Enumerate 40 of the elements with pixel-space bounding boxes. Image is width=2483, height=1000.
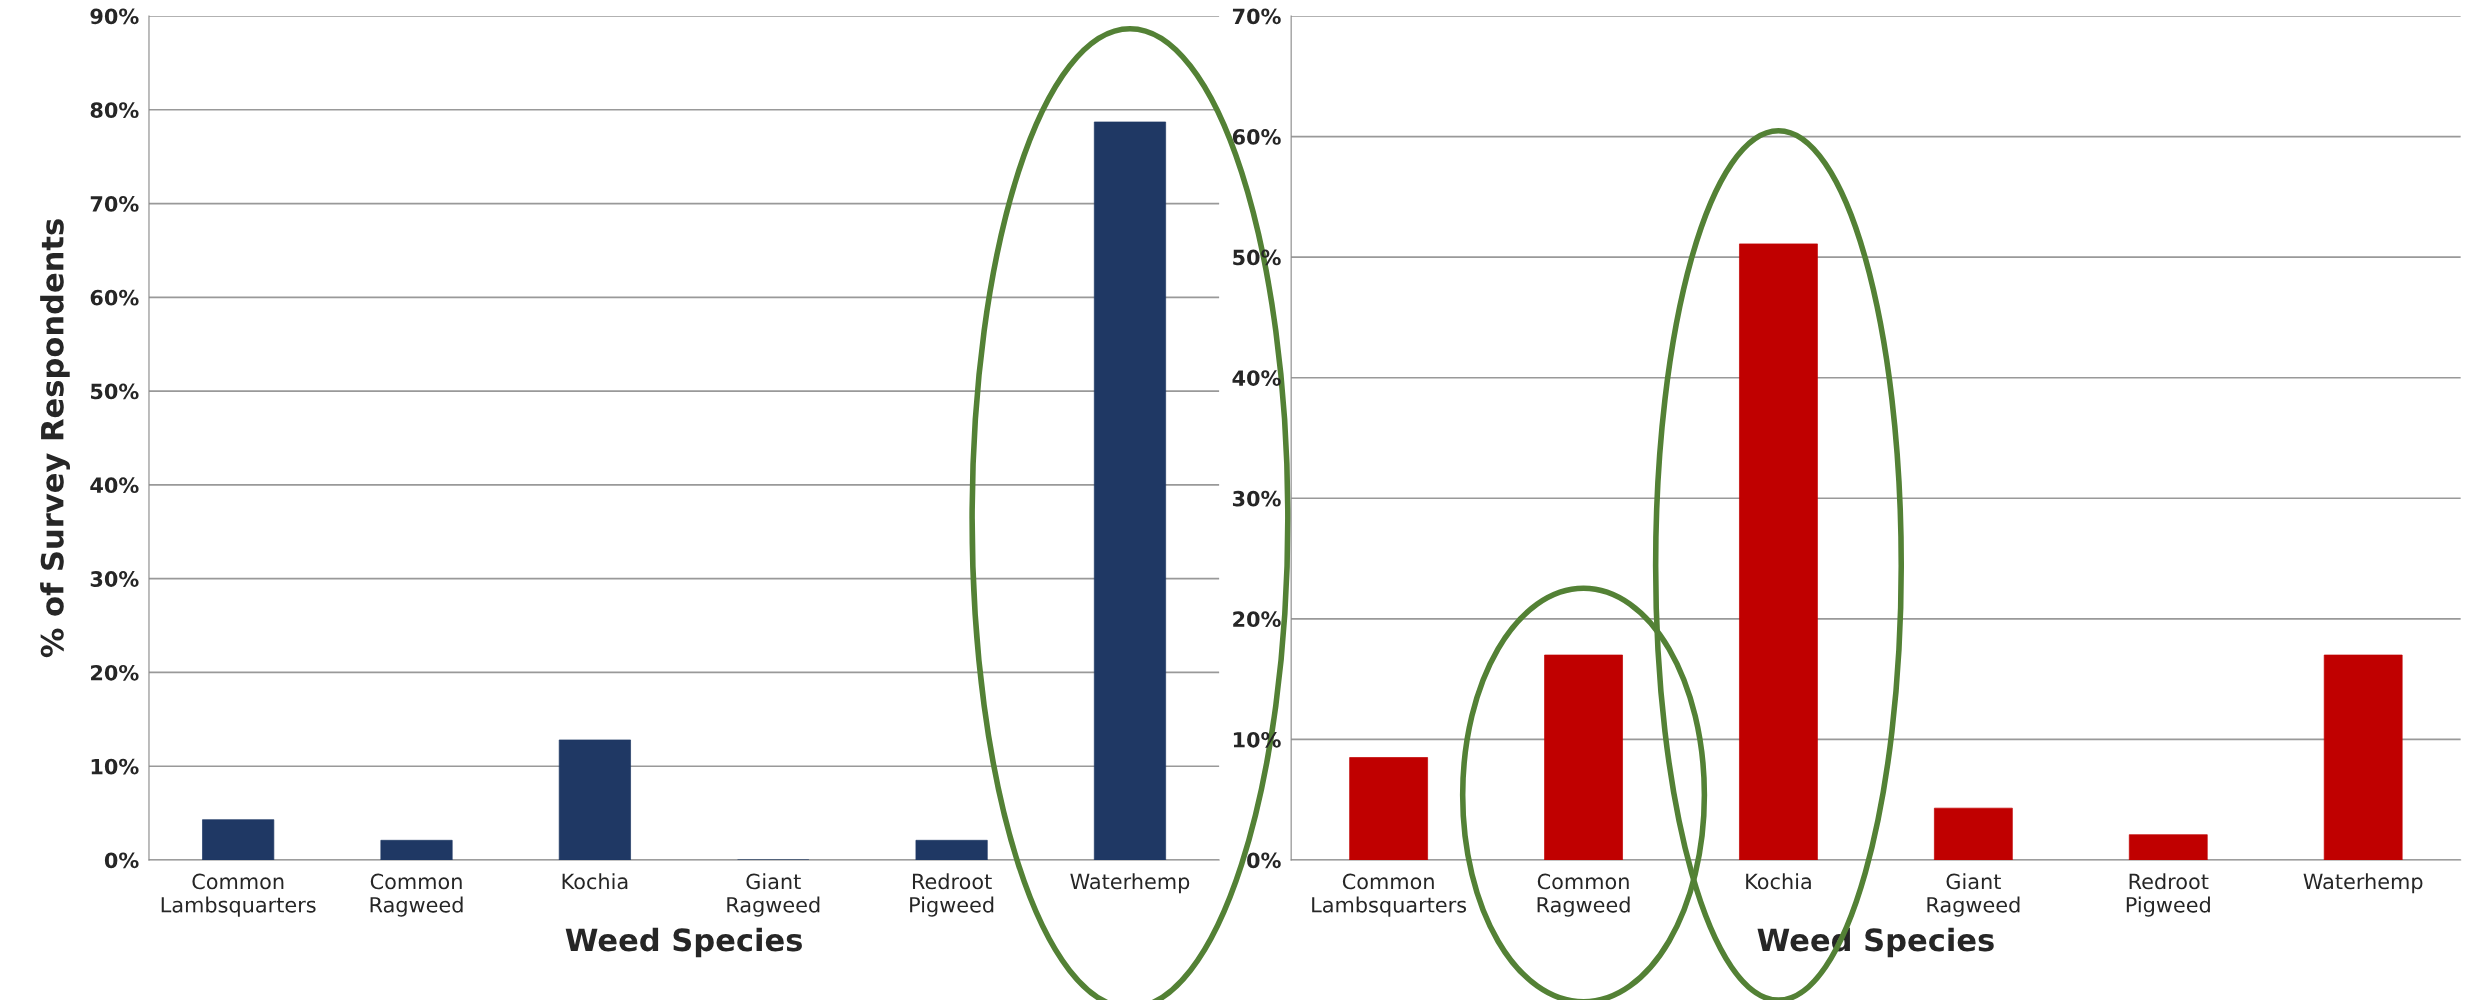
y-tick-label: 70% [90, 196, 139, 212]
y-tick-label: 30% [1232, 490, 1281, 507]
x-tick-label: Common Lambsquarters [161, 873, 316, 917]
x-tick-label: Kochia [1746, 873, 1811, 890]
x-tick-label: Redroot Pigweed [2126, 873, 2210, 917]
x-tick-label: Giant Ragweed [727, 873, 820, 917]
x-tick-label: Waterhemp [1070, 873, 1190, 894]
x-tick-label: Kochia [562, 873, 628, 890]
x-tick-label: Common Lambsquarters [1312, 873, 1467, 917]
bar [1093, 121, 1166, 860]
y-tick-label: 60% [1232, 129, 1281, 145]
y-tick-label: 0% [1247, 852, 1281, 869]
bar [380, 839, 453, 860]
y-tick-label: 30% [90, 571, 139, 587]
y-tick-label: 80% [90, 102, 139, 118]
y-tick-label: 10% [91, 758, 139, 775]
y-tick-label: 90% [90, 8, 139, 25]
y-tick-label: 0% [104, 852, 139, 869]
bar [1349, 757, 1428, 860]
bar [1544, 654, 1623, 860]
bar [2323, 654, 2403, 860]
x-tick-label: Redroot Pigweed [910, 873, 994, 917]
x-tick-label: Giant Ragweed [1927, 873, 2020, 917]
y-tick-label: 40% [90, 477, 139, 494]
x-tick-label: Waterhemp [2303, 873, 2423, 894]
x-tick-label: Common Ragweed [370, 873, 463, 917]
y-tick-label: 20% [1233, 611, 1281, 628]
bar [558, 739, 631, 860]
y-tick-label: 50% [91, 383, 139, 400]
y-tick-label: 20% [91, 664, 139, 681]
bar [202, 819, 275, 860]
y-axis-title: % of Survey Respondents [40, 219, 70, 658]
x-tick-label: Common Ragweed [1537, 873, 1630, 917]
bar [1739, 243, 1818, 860]
bar [1934, 807, 2013, 860]
x-axis-title: Weed Species [565, 927, 802, 958]
bar [915, 839, 988, 860]
y-tick-label: 60% [90, 289, 139, 306]
bar [2128, 834, 2208, 860]
y-tick-label: 70% [1232, 8, 1281, 25]
